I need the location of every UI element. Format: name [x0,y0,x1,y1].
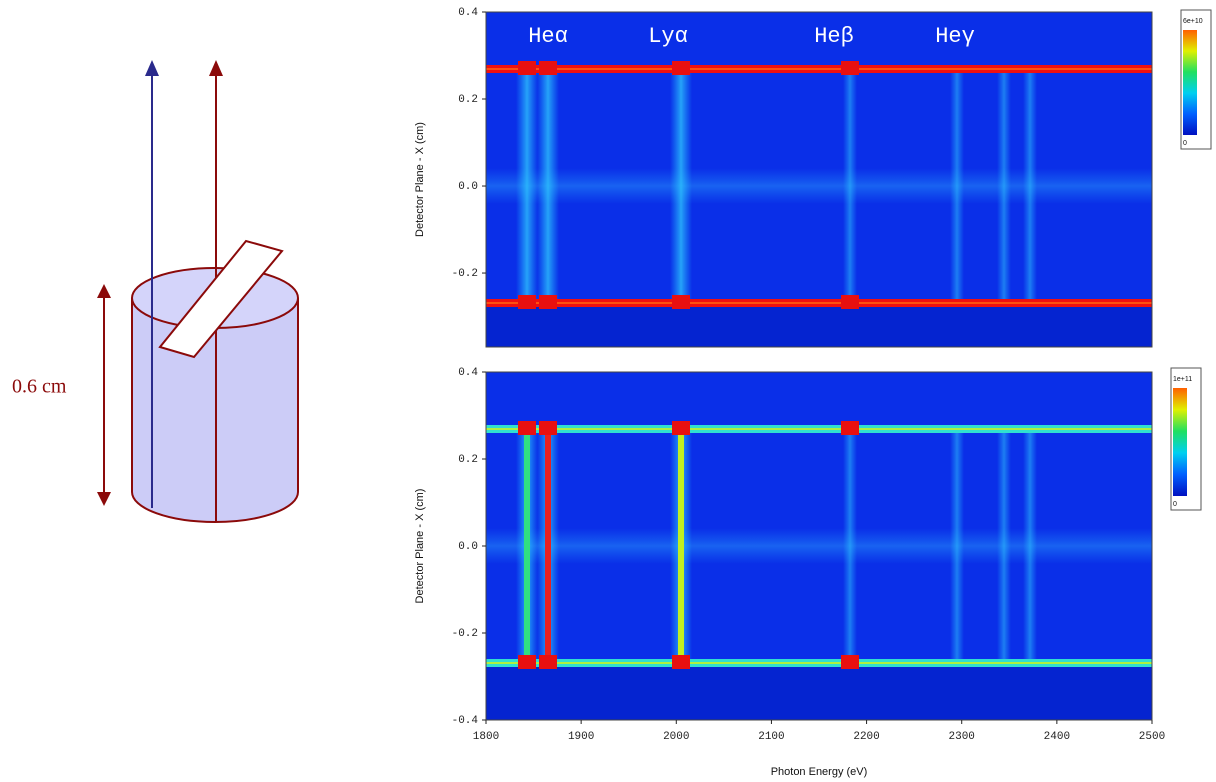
annotation: Heγ [935,24,975,49]
line-glow [997,429,1011,663]
center-glow [486,168,1152,204]
y-axis-label: Detector Plane - X (cm) [414,122,426,237]
hotspot [518,421,536,435]
y-tick-label: 0.2 [458,94,478,106]
y-tick-label: 0.0 [458,541,478,553]
y-tick-label: -0.2 [452,268,478,280]
colorbar-label: 0 [1173,501,1177,508]
x-tick-label: 2000 [663,731,689,743]
y-tick-label: 0.2 [458,454,478,466]
heatmap [486,12,1152,347]
page: {"diagram": {"label": "0.6 cm"}, "chart_… [0,0,1216,782]
line-core [678,429,684,663]
line-glow [950,69,964,303]
x-tick-label: 1900 [568,731,594,743]
band-edge [486,302,1152,304]
x-axis-label: Photon Energy (eV) [771,766,868,778]
annotation: Heα [528,24,568,49]
figure: 0.6 cm 0.4 0.2 0.0 -0.2 Detector Plane - X (… [0,0,1216,782]
line-glow [537,69,559,303]
x-tick-label: 2400 [1044,731,1070,743]
hotspot [672,421,690,435]
colorbar-label: 0 [1183,140,1187,147]
band-edge [486,662,1152,664]
y-tick-label: -0.2 [452,628,478,640]
annotation: Lyα [648,24,688,49]
diagram: 0.6 cm [12,60,298,522]
hotspot [518,655,536,669]
y-tick-label: 0.4 [458,367,478,379]
band-edge [486,68,1152,70]
hotspot [841,295,859,309]
colorbar-label: 6e+10 [1183,18,1203,25]
hotspot [539,421,557,435]
hotspot [672,295,690,309]
x-tick-label: 1800 [473,731,499,743]
line-glow [843,69,857,303]
line-glow [516,69,538,303]
annotation: Heβ [814,24,854,49]
hotspot [672,61,690,75]
hotspot [539,295,557,309]
y-tick-label: -0.4 [452,715,479,727]
y-axis-label: Detector Plane - X (cm) [414,489,426,604]
center-glow [486,528,1152,564]
x-tick-label: 2100 [758,731,784,743]
line-core [524,429,530,663]
hotspot [539,61,557,75]
band-edge [486,428,1152,430]
hotspot [841,61,859,75]
line-glow [843,429,857,663]
line-glow [670,69,692,303]
heatmap [486,372,1152,720]
colorbar [1183,30,1197,135]
y-tick-label: 0.0 [458,181,478,193]
x-tick-label: 2300 [949,731,975,743]
hotspot [539,655,557,669]
hotspot [841,421,859,435]
hotspot [672,655,690,669]
line-glow [1023,69,1037,303]
hotspot [518,295,536,309]
heatmap-outer [486,307,1152,347]
heatmap-outer [486,667,1152,720]
x-tick-label: 2200 [853,731,879,743]
hotspot [841,655,859,669]
line-core [545,429,551,663]
line-glow [997,69,1011,303]
dimension-label: 0.6 cm [12,376,67,398]
x-tick-label: 2500 [1139,731,1165,743]
line-glow [1023,429,1037,663]
colorbar [1173,388,1187,496]
colorbar-label: 1e+11 [1173,376,1192,383]
y-tick-label: 0.4 [458,7,478,19]
line-glow [950,429,964,663]
hotspot [518,61,536,75]
